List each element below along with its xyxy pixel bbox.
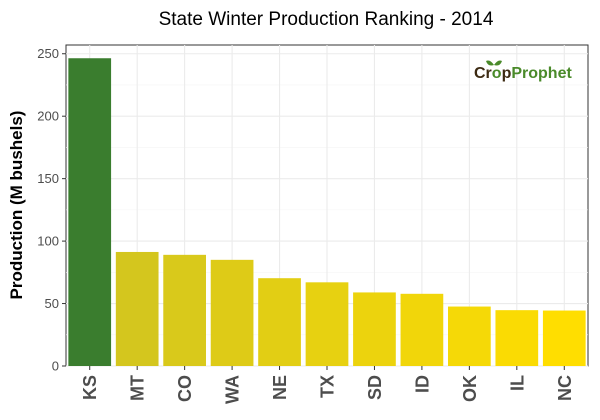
y-tick-label: 50	[45, 296, 59, 311]
bar-sd	[353, 292, 396, 366]
x-tick-label-ks: KS	[80, 375, 100, 400]
chart-title: State Winter Production Ranking - 2014	[159, 9, 494, 30]
logo-text-part2: p	[502, 65, 512, 82]
bar-nc	[542, 310, 586, 366]
bars-group	[68, 58, 586, 367]
y-tick-label: 250	[37, 46, 59, 61]
x-axis-ticks: KS MT CO WA NE TX SD ID OK IL NC	[80, 366, 575, 404]
y-tick-label: 150	[37, 171, 59, 186]
bar-mt	[115, 251, 159, 366]
y-axis-ticks: 0 50 100 150 200 250	[37, 46, 66, 374]
x-tick-label-mt: MT	[128, 375, 148, 401]
x-tick-label-tx: TX	[318, 375, 338, 398]
sprout-icon	[486, 60, 502, 66]
y-axis-label: Production (M bushels)	[7, 111, 26, 300]
y-tick-label: 200	[37, 109, 59, 124]
bar-co	[163, 254, 206, 366]
bar-wa	[210, 259, 254, 366]
y-tick-label: 100	[37, 234, 59, 249]
svg-text:CropProphet: CropProphet	[474, 65, 572, 82]
x-tick-label-sd: SD	[365, 375, 385, 400]
x-tick-label-co: CO	[175, 375, 195, 402]
x-tick-label-nc: NC	[555, 375, 575, 401]
y-tick-label: 0	[52, 359, 59, 374]
x-tick-label-ne: NE	[270, 375, 290, 400]
bar-il	[495, 310, 539, 366]
logo-text-part1: Cr	[474, 65, 492, 82]
x-tick-label-ok: OK	[460, 375, 480, 402]
bar-ne	[258, 278, 301, 366]
bar-ok	[448, 306, 491, 366]
x-tick-label-id: ID	[412, 375, 432, 393]
logo-icon-letter: o	[492, 65, 502, 82]
bar-tx	[305, 282, 349, 366]
logo-text-part3: Prophet	[511, 65, 572, 82]
watermark-logo: CropProphet	[474, 60, 572, 82]
x-tick-label-wa: WA	[223, 375, 243, 404]
x-tick-label-il: IL	[507, 375, 527, 391]
bar-id	[400, 293, 444, 366]
bar-ks	[68, 58, 112, 367]
